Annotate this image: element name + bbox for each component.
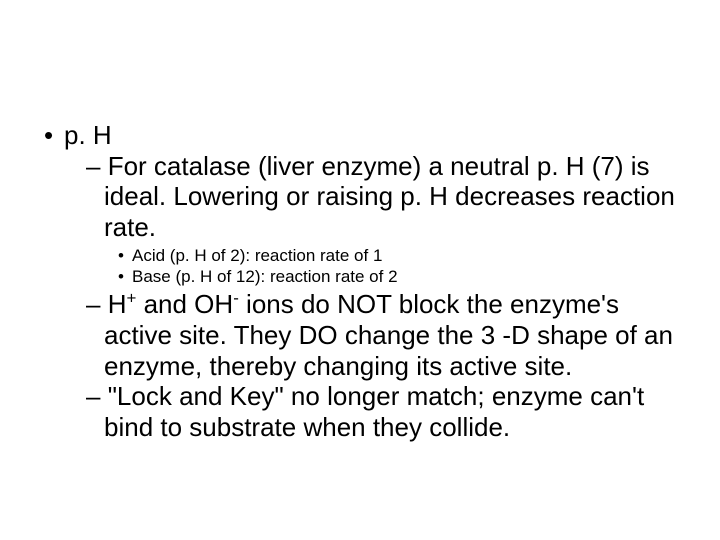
level3-text: Acid (p. H of 2): reaction rate of 1: [132, 245, 676, 266]
level1-text: p. H: [64, 120, 676, 151]
level2-text: For catalase (liver enzyme) a neutral p.…: [104, 151, 675, 242]
bullet-dot-icon: •: [44, 120, 64, 151]
bullet-level2: – "Lock and Key" no longer match; enzyme…: [86, 381, 680, 442]
level2-text-part: H: [108, 289, 127, 319]
bullet-level2: – H+ and OH- ions do NOT block the enzym…: [86, 289, 680, 381]
bullet-dot-icon: •: [118, 245, 132, 266]
level2-text-part: and OH: [136, 289, 233, 319]
slide: •p. H – For catalase (liver enzyme) a ne…: [0, 0, 720, 540]
level2-text: "Lock and Key" no longer match; enzyme c…: [104, 381, 644, 442]
dash-icon: –: [86, 151, 100, 181]
bullet-level2: – For catalase (liver enzyme) a neutral …: [86, 151, 680, 243]
superscript-plus: +: [126, 289, 136, 308]
bullet-dot-icon: •: [118, 266, 132, 287]
level3-text: Base (p. H of 12): reaction rate of 2: [132, 266, 676, 287]
bullet-level3: •Acid (p. H of 2): reaction rate of 1: [118, 245, 680, 266]
bullet-level3: •Base (p. H of 12): reaction rate of 2: [118, 266, 680, 287]
dash-icon: –: [86, 381, 100, 411]
bullet-level1: •p. H: [44, 120, 680, 151]
dash-icon: –: [86, 289, 100, 319]
